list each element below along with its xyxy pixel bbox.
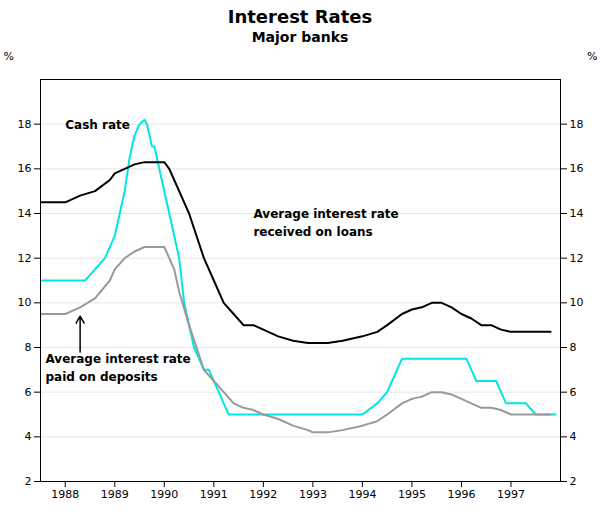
- svg-text:18: 18: [18, 118, 32, 131]
- svg-text:12: 12: [570, 252, 584, 265]
- svg-text:Average interest rate: Average interest rate: [45, 352, 190, 366]
- svg-text:16: 16: [570, 162, 584, 175]
- svg-text:4: 4: [570, 430, 577, 443]
- svg-text:received on loans: received on loans: [253, 225, 372, 239]
- svg-text:6: 6: [25, 386, 32, 399]
- svg-text:1996: 1996: [447, 488, 475, 501]
- svg-text:Cash rate: Cash rate: [65, 118, 130, 132]
- svg-text:1993: 1993: [299, 488, 327, 501]
- svg-text:Average interest rate: Average interest rate: [253, 207, 398, 221]
- svg-text:%: %: [587, 50, 597, 63]
- svg-text:16: 16: [18, 162, 32, 175]
- svg-text:14: 14: [570, 207, 584, 220]
- svg-text:2: 2: [25, 475, 32, 488]
- svg-text:%: %: [4, 50, 14, 63]
- svg-text:paid on deposits: paid on deposits: [45, 370, 157, 384]
- svg-text:1989: 1989: [101, 488, 129, 501]
- svg-text:6: 6: [570, 386, 577, 399]
- svg-text:18: 18: [570, 118, 584, 131]
- svg-text:1990: 1990: [150, 488, 178, 501]
- svg-text:1995: 1995: [398, 488, 426, 501]
- svg-text:1997: 1997: [497, 488, 525, 501]
- svg-text:10: 10: [18, 296, 32, 309]
- svg-text:4: 4: [25, 430, 32, 443]
- html-text:Interest Rates: Interest Rates: [227, 6, 373, 27]
- html-text:Major banks: Major banks: [251, 29, 349, 45]
- svg-text:1992: 1992: [249, 488, 277, 501]
- svg-text:8: 8: [25, 341, 32, 354]
- svg-text:10: 10: [570, 296, 584, 309]
- svg-text:2: 2: [570, 475, 577, 488]
- svg-text:12: 12: [18, 252, 32, 265]
- svg-text:1991: 1991: [200, 488, 228, 501]
- svg-text:1988: 1988: [51, 488, 79, 501]
- svg-text:1994: 1994: [348, 488, 376, 501]
- svg-text:8: 8: [570, 341, 577, 354]
- svg-text:14: 14: [18, 207, 32, 220]
